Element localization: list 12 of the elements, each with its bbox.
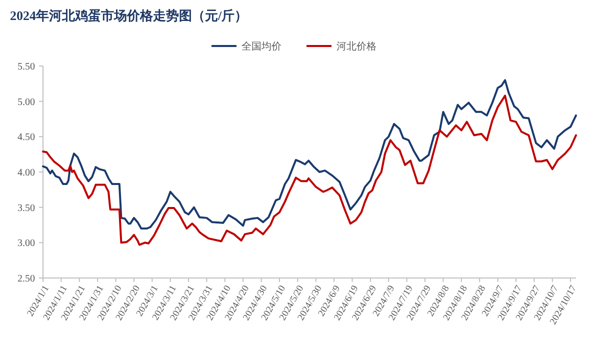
y-tick-label: 3.00 [18,238,35,250]
y-tick-label: 3.50 [18,202,35,214]
line-series [42,79,577,230]
y-tick-label: 4.50 [18,132,35,144]
y-tick-label: 4.00 [18,168,35,178]
y-tick-label: 2.50 [18,274,35,284]
legend-label: 河北价格 [336,40,376,52]
y-tick-label: 5.50 [18,62,35,72]
chart-title: 2024年河北鸡蛋市场价格走势图（元/斤） [10,8,248,23]
legend-label: 全国均价 [242,40,282,52]
line-series [42,94,577,246]
y-tick-label: 5.00 [18,96,35,108]
